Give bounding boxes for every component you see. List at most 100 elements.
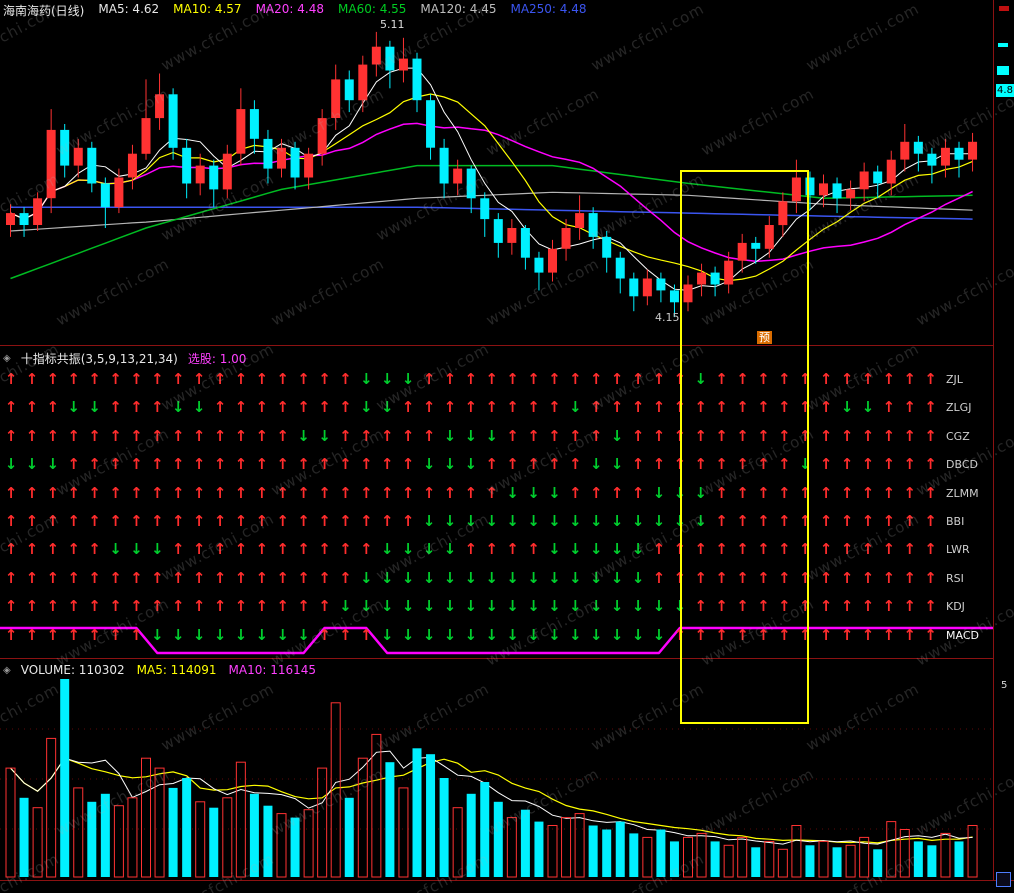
down-arrow-icon: ↓	[464, 426, 478, 445]
ma-label: MA120: 4.45	[420, 2, 497, 16]
up-arrow-icon: ↑	[819, 597, 833, 616]
up-arrow-icon: ↑	[757, 625, 770, 644]
down-arrow-icon: ↓	[297, 625, 310, 644]
indicator-panel: ◈ 十指标共振(3,5,9,13,21,34) 选股: 1.00 ↑ ↑ ↑ ↑ ↑ ↑ ↑…	[0, 345, 993, 658]
up-arrow-icon: ↑	[798, 512, 812, 530]
down-arrow-icon: ↓	[673, 483, 687, 502]
up-arrow-icon: ↑	[569, 455, 582, 474]
up-arrow-icon: ↑	[318, 483, 331, 502]
up-arrow-icon: ↑	[339, 426, 352, 445]
down-arrow-icon: ↓	[569, 568, 582, 587]
up-arrow-icon: ↑	[882, 455, 896, 474]
up-arrow-icon: ↑	[318, 597, 331, 616]
down-arrow-icon: ↓	[485, 597, 498, 616]
up-arrow-icon: ↑	[151, 370, 164, 388]
axis-cyan-block	[997, 66, 1009, 75]
up-arrow-icon: ↑	[88, 597, 101, 616]
up-arrow-icon: ↑	[67, 370, 80, 388]
up-arrow-icon: ↑	[234, 540, 248, 559]
up-arrow-icon: ↑	[694, 597, 707, 616]
up-arrow-icon: ↑	[443, 398, 457, 417]
down-arrow-icon: ↓	[443, 455, 457, 474]
up-arrow-icon: ↑	[25, 370, 39, 388]
up-arrow-icon: ↑	[715, 625, 728, 644]
up-arrow-icon: ↑	[924, 625, 937, 644]
up-arrow-icon: ↑	[464, 483, 478, 502]
candlestick-chart[interactable]	[0, 0, 993, 345]
up-arrow-icon: ↑	[151, 455, 164, 474]
up-arrow-icon: ↑	[548, 426, 561, 445]
up-arrow-icon: ↑	[213, 370, 227, 388]
up-arrow-icon: ↑	[798, 370, 812, 388]
down-arrow-icon: ↓	[527, 625, 540, 644]
up-arrow-icon: ↑	[171, 512, 185, 530]
up-arrow-icon: ↑	[151, 597, 164, 616]
down-arrow-icon: ↓	[88, 398, 101, 417]
ma-label: MA5: 4.62	[98, 2, 160, 16]
up-arrow-icon: ↑	[840, 568, 854, 587]
up-arrow-icon: ↑	[778, 455, 791, 474]
up-arrow-icon: ↑	[757, 426, 770, 445]
up-arrow-icon: ↑	[46, 398, 60, 417]
up-arrow-icon: ↑	[861, 426, 875, 445]
up-arrow-icon: ↑	[46, 512, 60, 530]
up-arrow-icon: ↑	[652, 426, 666, 445]
down-arrow-icon: ↓	[569, 597, 582, 616]
up-arrow-icon: ↑	[46, 370, 60, 388]
up-arrow-icon: ↑	[88, 568, 101, 587]
up-arrow-icon: ↑	[631, 370, 645, 388]
volume-legend: VOLUME: 110302 MA5: 114091 MA10: 116145	[21, 663, 316, 677]
down-arrow-icon: ↓	[673, 597, 687, 616]
down-arrow-icon: ↓	[151, 625, 164, 644]
up-arrow-icon: ↑	[527, 426, 540, 445]
up-arrow-icon: ↑	[255, 370, 269, 388]
up-arrow-icon: ↑	[276, 483, 289, 502]
down-arrow-icon: ↓	[631, 512, 645, 530]
up-arrow-icon: ↑	[882, 370, 896, 388]
down-arrow-icon: ↓	[652, 625, 666, 644]
down-arrow-icon: ↓	[360, 597, 373, 616]
up-arrow-icon: ↑	[506, 455, 519, 474]
down-arrow-icon: ↓	[485, 426, 498, 445]
up-arrow-icon: ↑	[297, 398, 310, 417]
down-arrow-icon: ↓	[443, 597, 457, 616]
up-arrow-icon: ↑	[924, 512, 937, 530]
down-arrow-icon: ↓	[569, 512, 582, 530]
up-arrow-icon: ↑	[109, 568, 122, 587]
up-arrow-icon: ↑	[297, 455, 310, 474]
up-arrow-icon: ↑	[861, 512, 875, 530]
collapse-diamond-icon[interactable]: ◈	[3, 664, 11, 676]
up-arrow-icon: ↑	[151, 398, 164, 417]
down-arrow-icon: ↓	[464, 625, 478, 644]
up-arrow-icon: ↑	[4, 597, 18, 616]
up-arrow-icon: ↑	[443, 483, 457, 502]
up-arrow-icon: ↑	[924, 597, 937, 616]
volume-chart[interactable]	[0, 659, 993, 881]
up-arrow-icon: ↑	[840, 540, 854, 559]
up-arrow-icon: ↑	[151, 426, 164, 445]
up-arrow-icon: ↑	[652, 568, 666, 587]
indicator-row-label: ZLMM	[946, 486, 979, 500]
up-arrow-icon: ↑	[903, 568, 916, 587]
up-arrow-icon: ↑	[903, 512, 916, 530]
up-arrow-icon: ↑	[882, 426, 896, 445]
indicator-row-label: CGZ	[946, 429, 970, 443]
up-arrow-icon: ↑	[757, 512, 770, 530]
down-arrow-icon: ↓	[234, 625, 248, 644]
alert-badge[interactable]: 预	[757, 331, 772, 344]
down-arrow-icon: ↓	[485, 568, 498, 587]
up-arrow-icon: ↑	[840, 625, 854, 644]
up-arrow-icon: ↑	[88, 370, 101, 388]
down-arrow-icon: ↓	[318, 426, 331, 445]
up-arrow-icon: ↑	[819, 483, 833, 502]
up-arrow-icon: ↑	[673, 398, 687, 417]
up-arrow-icon: ↑	[673, 625, 687, 644]
up-arrow-icon: ↑	[276, 426, 289, 445]
corner-widget-icon[interactable]	[996, 872, 1011, 887]
up-arrow-icon: ↑	[318, 455, 331, 474]
up-arrow-icon: ↑	[673, 540, 687, 559]
up-arrow-icon: ↑	[213, 540, 227, 559]
down-arrow-icon: ↓	[443, 625, 457, 644]
up-arrow-icon: ↑	[130, 512, 143, 530]
collapse-diamond-icon[interactable]: ◈	[3, 353, 11, 364]
